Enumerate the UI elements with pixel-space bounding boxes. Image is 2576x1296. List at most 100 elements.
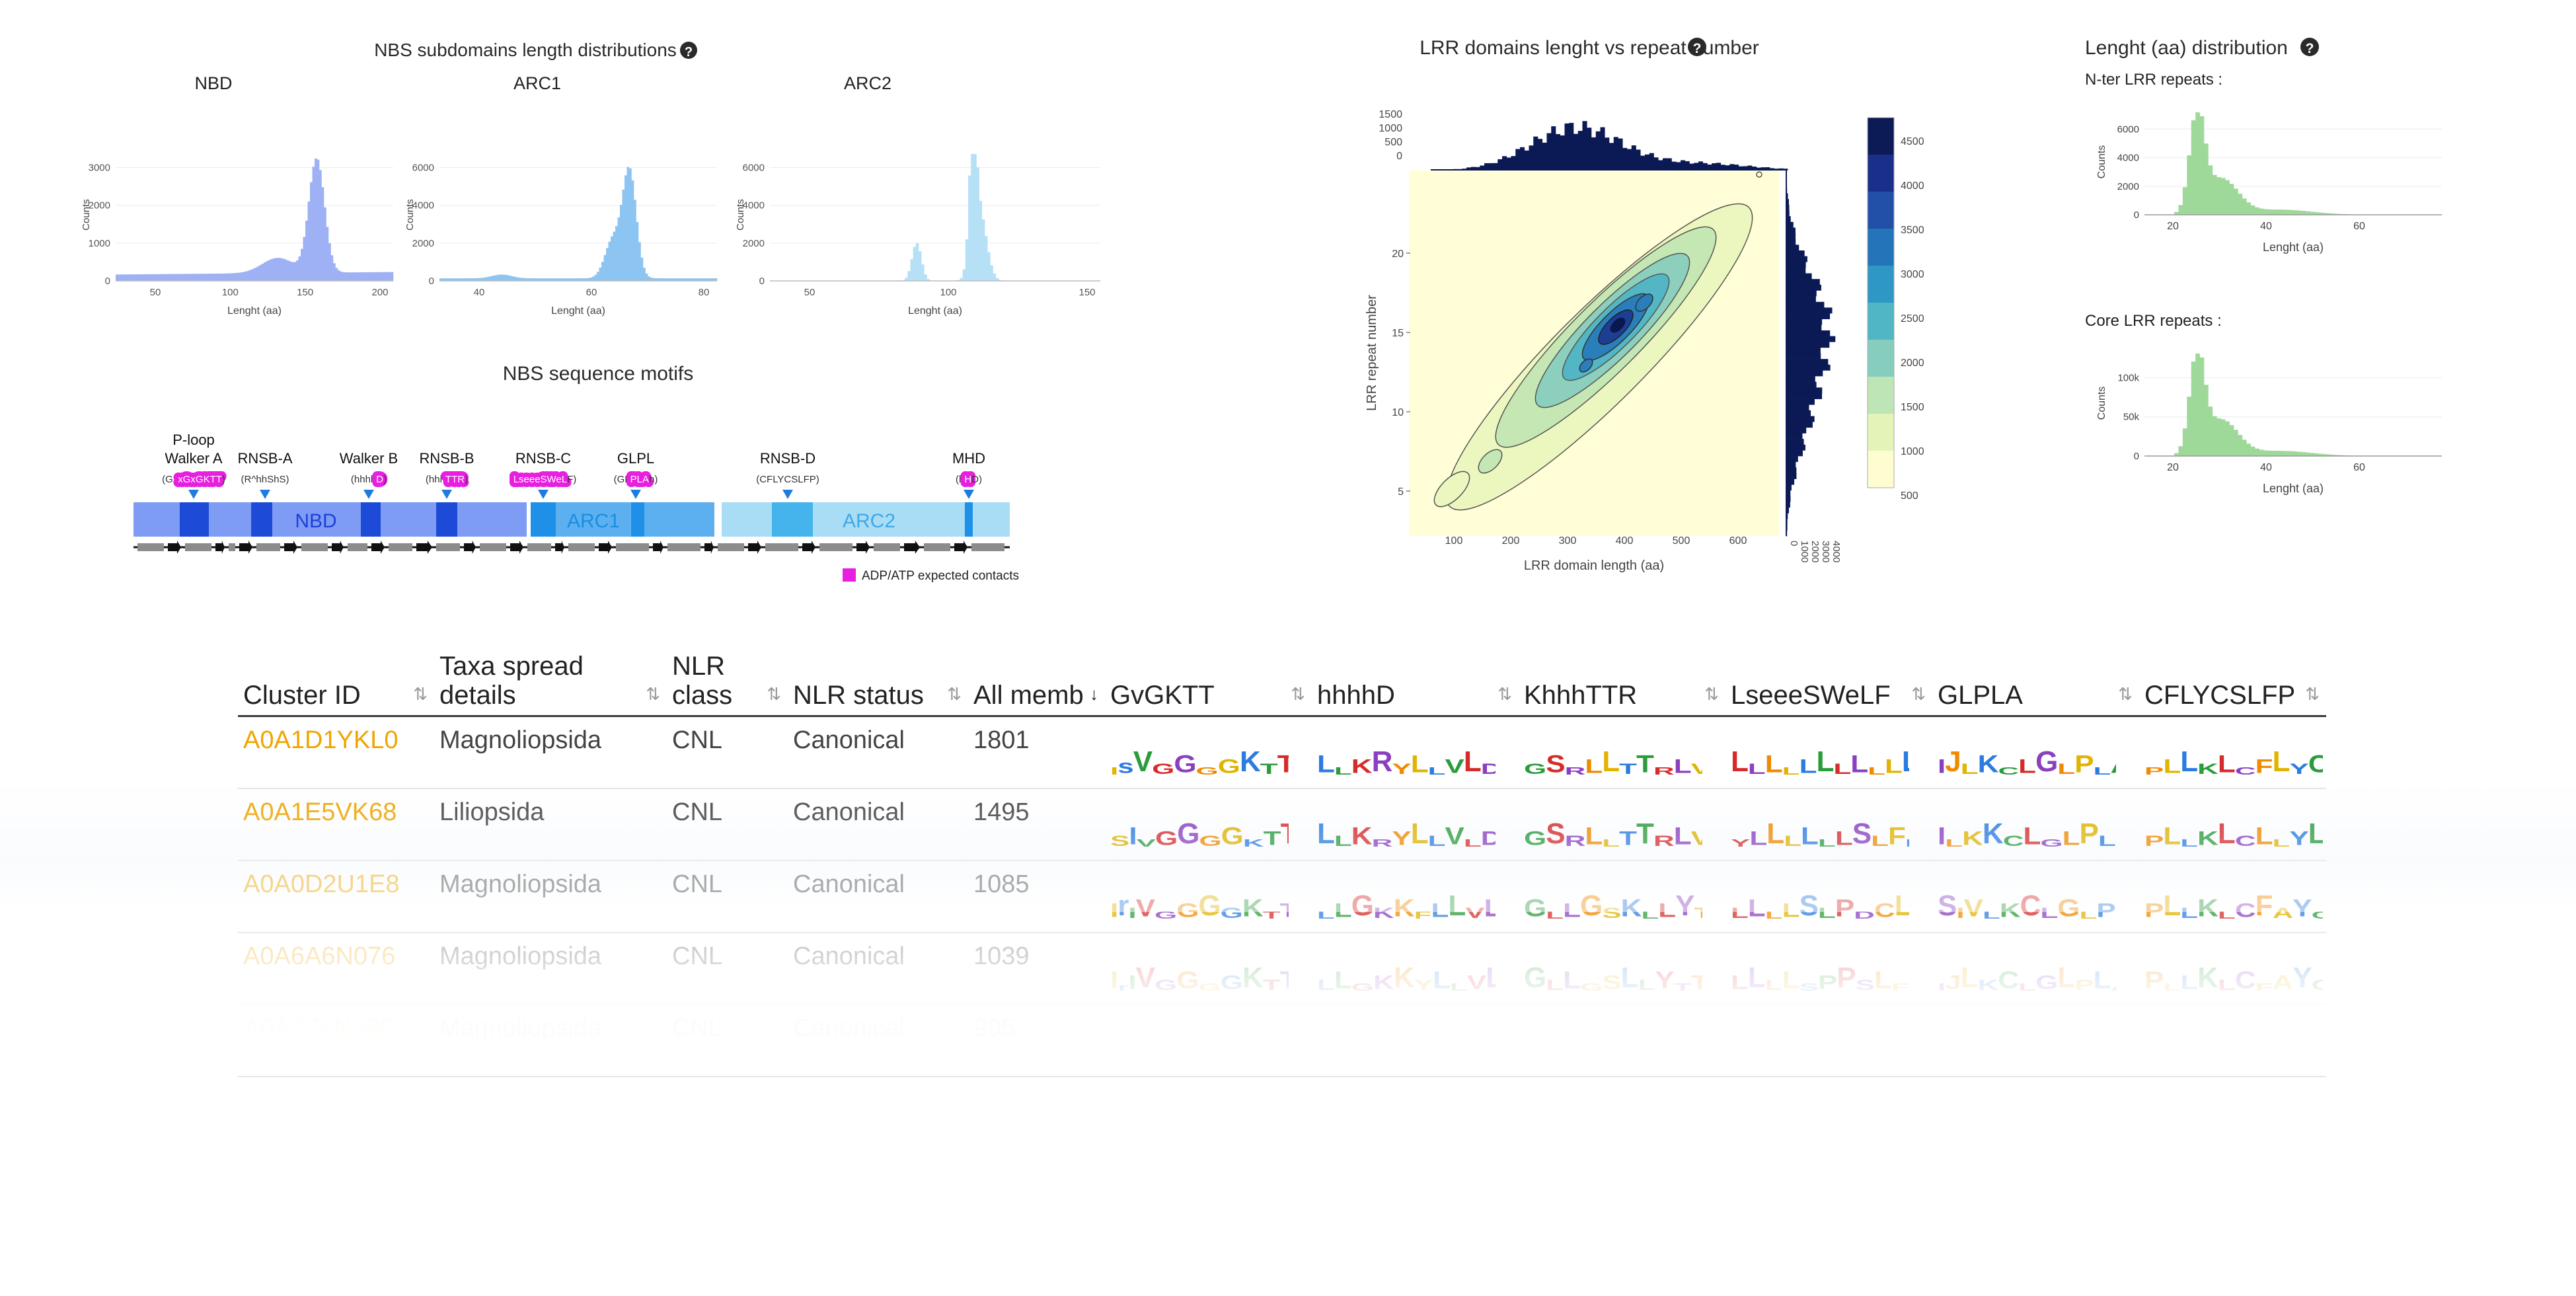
nbs-hist-bar — [915, 243, 919, 281]
nbs-hist-bar — [921, 264, 925, 281]
sort-icon[interactable]: ⇅ — [1911, 684, 1926, 704]
column-header[interactable]: NLR status ⇅ — [788, 648, 968, 717]
nbs-hist-bar — [677, 278, 681, 281]
table-row[interactable]: A0A6A6N076 Magnoliopsida CNL Canonical 1039 I… — [238, 933, 2326, 1005]
nbs-hist-bar — [548, 278, 551, 281]
lrr-len-bar — [2271, 210, 2277, 215]
column-header[interactable]: LseeeSWeLF ⇅ — [1725, 648, 1932, 717]
nbs-hist-bar — [976, 167, 979, 281]
nbs-hist-bar — [280, 258, 283, 281]
nbs-hist-ylabel: Counts — [404, 199, 416, 231]
nbs-hist-bar — [261, 264, 264, 281]
nbs-hist-xlabel: Lenght (aa) — [551, 305, 605, 317]
arc1-domain-bar — [531, 502, 714, 537]
nbs-hist-bar — [712, 278, 715, 281]
ss-strand — [416, 541, 432, 554]
sort-icon[interactable]: ⇅ — [947, 684, 962, 704]
cluster-id-link[interactable]: A0A0D2U1E8 — [238, 860, 434, 933]
column-header[interactable]: NLR class ⇅ — [667, 648, 788, 717]
table-row[interactable]: A0A0D2U1E8 Magnoliopsida CNL Canonical 1085 I… — [238, 860, 2326, 933]
column-header[interactable]: GLPLA ⇅ — [1932, 648, 2139, 717]
right-marginal-xtick: 2000 — [1809, 541, 1821, 562]
nbs-hist-bar — [654, 278, 658, 281]
svg-text:?: ? — [685, 45, 693, 59]
lrr-len-xtick: 60 — [2353, 462, 2365, 473]
lrr-len-bar — [2212, 416, 2217, 456]
lrr-scatter-help-icon[interactable]: ? — [1688, 38, 1706, 56]
sequence-logo-cell: LLGKKFLLVLDDVIN — [1312, 860, 1519, 933]
nbs-hist-bar — [136, 274, 139, 281]
nbs-hist-help-icon[interactable]: ? — [680, 42, 697, 59]
column-header[interactable]: hhhhD ⇅ — [1312, 648, 1519, 717]
nbs-hist-bar — [659, 278, 662, 281]
nbs-hist-bar — [455, 278, 459, 281]
sort-icon[interactable]: ⇅ — [1704, 684, 1719, 704]
nbs-hist-bar — [201, 274, 204, 281]
motif-name: RNSB-D — [760, 450, 815, 467]
nbs-hist-bar — [532, 278, 535, 281]
column-header[interactable]: Taxa spread details ⇅ — [434, 648, 667, 717]
nbs-hist-title: NBS subdomains length distributions — [374, 40, 677, 60]
lrr-len-xtick: 40 — [2260, 462, 2272, 473]
lrr-len-bar — [2187, 397, 2192, 456]
colorbar-segment — [1868, 229, 1894, 266]
sort-icon[interactable]: ⇅ — [2305, 684, 2320, 704]
lrr-scatter-xtick: 400 — [1616, 535, 1634, 547]
motif-marker — [260, 490, 270, 499]
lrr-len-bar — [2301, 452, 2306, 456]
cluster-id-link[interactable]: A0A6A6N076 — [238, 933, 434, 1005]
nbs-hist-bar — [467, 278, 470, 281]
lrr-len-bar — [2174, 453, 2179, 456]
sequence-logo: PLLKLCFAYCSLFPKDY — [2144, 890, 2323, 921]
nbs-hist-bar — [219, 273, 223, 281]
lrr-scatter-title: LRR domains lenght vs repeat number — [1420, 37, 1759, 59]
lrr-len-bar — [2220, 178, 2226, 215]
nbs-hist-bar — [546, 278, 549, 281]
nbs-hist-ylabel: Counts — [81, 199, 92, 231]
table-row[interactable]: A0A1E5VK68 Liliopsida CNL Canonical 1495 S I V G… — [238, 788, 2326, 861]
sort-icon[interactable]: ⇅ — [767, 684, 781, 704]
nbs-hist-bar — [145, 274, 149, 281]
nbs-hist-xlabel: Lenght (aa) — [227, 305, 282, 317]
nbs-hist-bar — [389, 272, 391, 281]
nbs-hist-bar — [361, 272, 363, 281]
cluster-id-link[interactable]: A0A1E5VK68 — [238, 788, 434, 861]
cluster-id-link[interactable]: A0A1D1YKL0 — [238, 716, 434, 789]
nbs-hist-xtick: 60 — [586, 287, 597, 298]
column-header[interactable]: CFLYCSLFP ⇅ — [2139, 648, 2326, 717]
nbs-hist-bar — [252, 268, 255, 281]
table-row[interactable]: A0A2Z6N380 Magnoliopsida CNL Canonical 995 — [238, 1005, 2326, 1077]
ss-helix — [874, 543, 900, 551]
column-header[interactable]: GvGKTT ⇅ — [1105, 648, 1312, 717]
column-header[interactable]: KhhhTTR ⇅ — [1519, 648, 1725, 717]
column-header[interactable]: All memb ↓ — [968, 648, 1105, 717]
nbs-hist-bar — [710, 278, 713, 281]
column-header-label: GvGKTT — [1110, 681, 1215, 710]
nbs-hist-bar — [652, 278, 655, 281]
ss-strand — [284, 541, 297, 554]
nbs-hist-bar — [483, 277, 486, 281]
lrr-len-bar — [2318, 453, 2324, 456]
colorbar-tick: 500 — [1901, 490, 1918, 502]
sort-icon[interactable]: ⇅ — [646, 684, 660, 704]
sort-icon[interactable]: ⇅ — [413, 684, 428, 704]
ss-strand — [856, 541, 870, 554]
sort-desc-icon[interactable]: ↓ — [1090, 684, 1098, 704]
column-header[interactable]: Cluster ID ⇅ — [238, 648, 434, 717]
cell-cls: CNL — [667, 716, 788, 789]
table-row[interactable]: A0A1D1YKL0 Magnoliopsida CNL Canonical 1801 I… — [238, 716, 2326, 789]
motif-block — [436, 502, 457, 537]
nbs-hist-bar — [973, 154, 977, 281]
sort-icon[interactable]: ⇅ — [2118, 684, 2133, 704]
nbs-hist-bar — [190, 274, 192, 281]
lrr-length-help-icon[interactable]: ? — [2300, 38, 2319, 56]
lrr-len-ytick: 50k — [2123, 412, 2140, 423]
sort-icon[interactable]: ⇅ — [1291, 684, 1305, 704]
cluster-id-link[interactable]: A0A2Z6N380 — [238, 1005, 434, 1077]
nbs-hist-xtick: 50 — [804, 287, 815, 298]
motif-name: Walker B — [340, 450, 398, 467]
sequence-logo-cell: GLLGSKLLYTTRL V — [1519, 860, 1725, 933]
motif-seq: (hHD) — [956, 474, 982, 485]
sort-icon[interactable]: ⇅ — [1497, 684, 1512, 704]
